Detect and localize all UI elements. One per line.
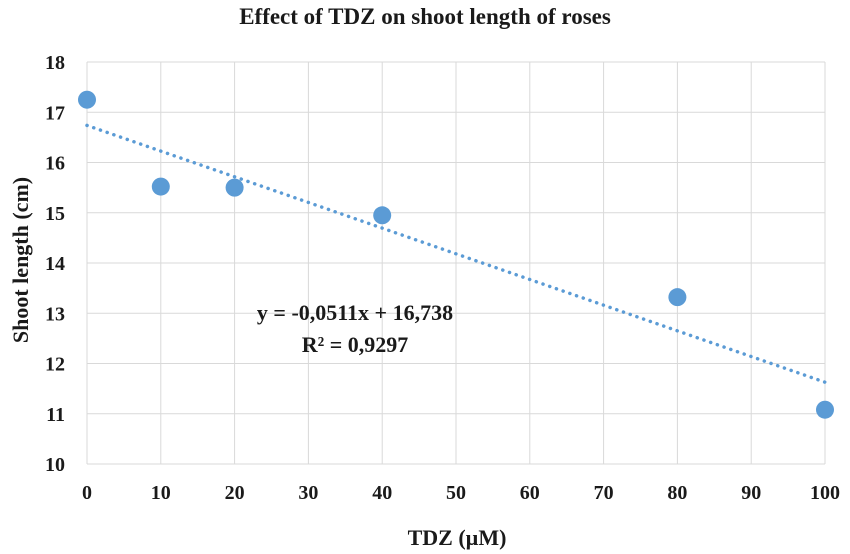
data-point — [816, 400, 834, 419]
data-point — [78, 90, 96, 109]
data-point — [151, 177, 170, 196]
x-tick-label: 60 — [520, 482, 540, 504]
x-tick-label: 100 — [810, 482, 840, 504]
x-tick-label: 30 — [298, 482, 318, 504]
data-point — [373, 206, 392, 225]
y-tick-label: 14 — [45, 253, 65, 275]
y-tick-label: 18 — [45, 52, 65, 74]
x-axis-ticks: 0 10 20 30 40 50 60 70 80 90 100 — [82, 482, 840, 504]
x-tick-label: 20 — [225, 482, 245, 504]
data-points — [78, 90, 834, 419]
y-tick-label: 11 — [46, 404, 65, 426]
data-point — [225, 178, 244, 197]
y-tick-label: 13 — [45, 303, 65, 325]
x-tick-label: 40 — [372, 482, 392, 504]
x-tick-label: 70 — [594, 482, 614, 504]
x-tick-label: 50 — [446, 482, 466, 504]
trendline-equation: y = -0,0511x + 16,738 — [257, 300, 453, 325]
x-tick-label: 80 — [667, 482, 687, 504]
chart-title: Effect of TDZ on shoot length of roses — [239, 4, 611, 29]
y-axis-ticks: 10 11 12 13 14 15 16 17 18 — [45, 52, 65, 476]
x-tick-label: 0 — [82, 482, 92, 504]
y-tick-label: 17 — [45, 102, 65, 124]
y-tick-label: 16 — [45, 153, 65, 175]
x-tick-label: 90 — [741, 482, 761, 504]
y-tick-label: 15 — [45, 203, 65, 225]
data-point — [668, 288, 687, 307]
r-squared-label: R² = 0,9297 — [302, 332, 409, 357]
x-tick-label: 10 — [151, 482, 171, 504]
x-gridlines — [86, 62, 826, 464]
y-tick-label: 10 — [45, 454, 65, 476]
y-tick-label: 12 — [45, 354, 65, 376]
x-axis-label: TDZ (µM) — [408, 525, 507, 550]
trendline — [85, 123, 827, 384]
y-axis-label: Shoot length (cm) — [8, 177, 33, 343]
